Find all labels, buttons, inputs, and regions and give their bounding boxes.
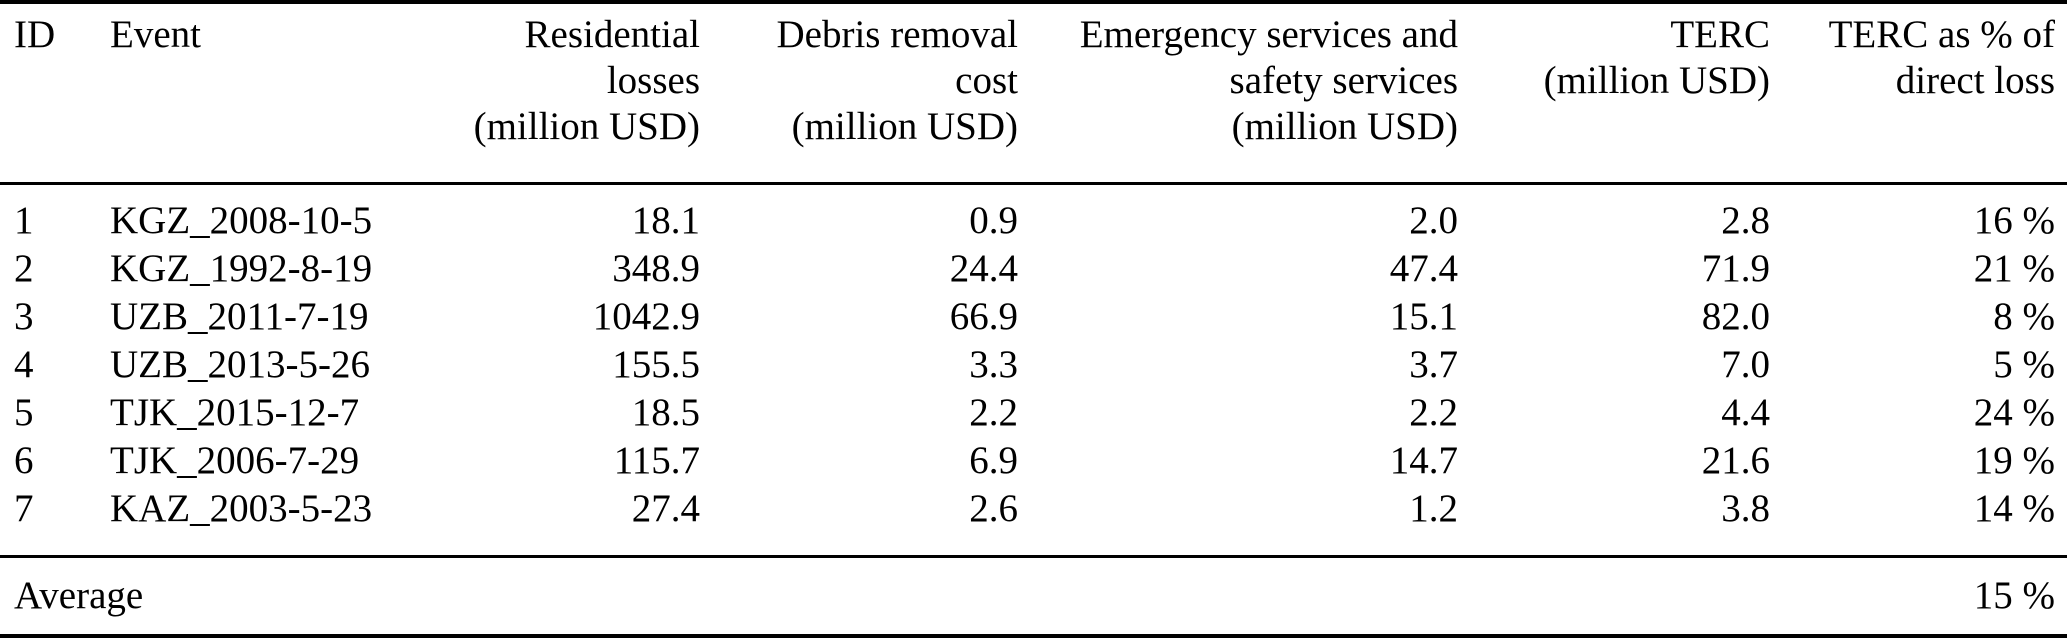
cell-residential: 18.5	[631, 391, 700, 434]
cell-residential: 1042.9	[592, 295, 700, 338]
table-row: 4 UZB_2013-5-26 155.5 3.3 3.7 7.0 5 %	[0, 341, 2067, 389]
cell-emergency: 14.7	[1389, 439, 1458, 482]
cell-terc: 71.9	[1701, 247, 1770, 290]
cell-debris: 6.9	[969, 439, 1018, 482]
cell-residential: 27.4	[631, 487, 700, 530]
column-header-emergency: Emergency services and safety services (…	[1018, 2, 1458, 185]
cell-id: 2	[14, 247, 34, 290]
table-row: 7 KAZ_2003-5-23 27.4 2.6 1.2 3.8 14 %	[0, 485, 2067, 557]
table-row: 5 TJK_2015-12-7 18.5 2.2 2.2 4.4 24 %	[0, 389, 2067, 437]
cell-event: UZB_2013-5-26	[110, 343, 370, 386]
column-header-residential: Residential losses (million USD)	[445, 2, 700, 185]
cell-event: TJK_2006-7-29	[110, 439, 360, 482]
cell-event: UZB_2011-7-19	[110, 295, 369, 338]
cell-emergency: 47.4	[1389, 247, 1458, 290]
cell-terc-pct: 14 %	[1973, 487, 2055, 530]
cell-id: 5	[14, 391, 34, 434]
column-header-terc: TERC (million USD)	[1458, 2, 1770, 185]
cell-residential: 348.9	[612, 247, 700, 290]
cell-residential: 155.5	[612, 343, 700, 386]
cell-debris: 2.2	[969, 391, 1018, 434]
cell-debris: 2.6	[969, 487, 1018, 530]
cell-terc-pct: 21 %	[1973, 247, 2055, 290]
cell-event: KGZ_1992-8-19	[110, 247, 373, 290]
column-header-id: ID	[0, 2, 110, 185]
average-row: Average 15 %	[0, 555, 2067, 636]
average-terc-pct: 15 %	[1770, 555, 2067, 636]
cell-event: KGZ_2008-10-5	[110, 199, 373, 242]
cell-terc: 21.6	[1701, 439, 1770, 482]
cell-id: 6	[14, 439, 34, 482]
column-header-debris: Debris removal cost (million USD)	[700, 2, 1018, 185]
cell-emergency: 2.0	[1409, 199, 1458, 242]
average-label: Average	[0, 555, 1770, 636]
cell-event: TJK_2015-12-7	[110, 391, 360, 434]
cell-emergency: 3.7	[1409, 343, 1458, 386]
table-row: 2 KGZ_1992-8-19 348.9 24.4 47.4 71.9 21 …	[0, 245, 2067, 293]
cell-terc-pct: 24 %	[1973, 391, 2055, 434]
cell-terc: 82.0	[1701, 295, 1770, 338]
cell-emergency: 15.1	[1389, 295, 1458, 338]
cell-terc-pct: 8 %	[1993, 295, 2055, 338]
header-row: ID Event Residential losses (million USD…	[0, 2, 2067, 185]
cell-debris: 0.9	[969, 199, 1018, 242]
cell-terc-pct: 5 %	[1993, 343, 2055, 386]
cell-debris: 3.3	[969, 343, 1018, 386]
cell-id: 3	[14, 295, 34, 338]
cell-terc: 7.0	[1721, 343, 1770, 386]
cell-terc: 4.4	[1721, 391, 1770, 434]
table-body: 1 KGZ_2008-10-5 18.1 0.9 2.0 2.8 16 % 2 …	[0, 184, 2067, 557]
cell-emergency: 1.2	[1409, 487, 1458, 530]
cell-terc: 3.8	[1721, 487, 1770, 530]
table-footer: Average 15 %	[0, 555, 2067, 636]
table-row: 3 UZB_2011-7-19 1042.9 66.9 15.1 82.0 8 …	[0, 293, 2067, 341]
cell-emergency: 2.2	[1409, 391, 1458, 434]
cell-terc: 2.8	[1721, 199, 1770, 242]
cell-residential: 18.1	[631, 199, 700, 242]
cell-event: KAZ_2003-5-23	[110, 487, 373, 530]
column-header-event: Event	[110, 2, 445, 185]
cell-terc-pct: 19 %	[1973, 439, 2055, 482]
cell-debris: 24.4	[949, 247, 1018, 290]
cell-id: 7	[14, 487, 34, 530]
table-row: 1 KGZ_2008-10-5 18.1 0.9 2.0 2.8 16 %	[0, 184, 2067, 246]
cell-id: 1	[14, 199, 34, 242]
cell-id: 4	[14, 343, 34, 386]
cell-residential: 115.7	[613, 439, 700, 482]
cell-debris: 66.9	[949, 295, 1018, 338]
cell-terc-pct: 16 %	[1973, 199, 2055, 242]
table-header: ID Event Residential losses (million USD…	[0, 2, 2067, 185]
table-row: 6 TJK_2006-7-29 115.7 6.9 14.7 21.6 19 %	[0, 437, 2067, 485]
column-header-terc-pct: TERC as % of direct loss	[1770, 2, 2067, 185]
